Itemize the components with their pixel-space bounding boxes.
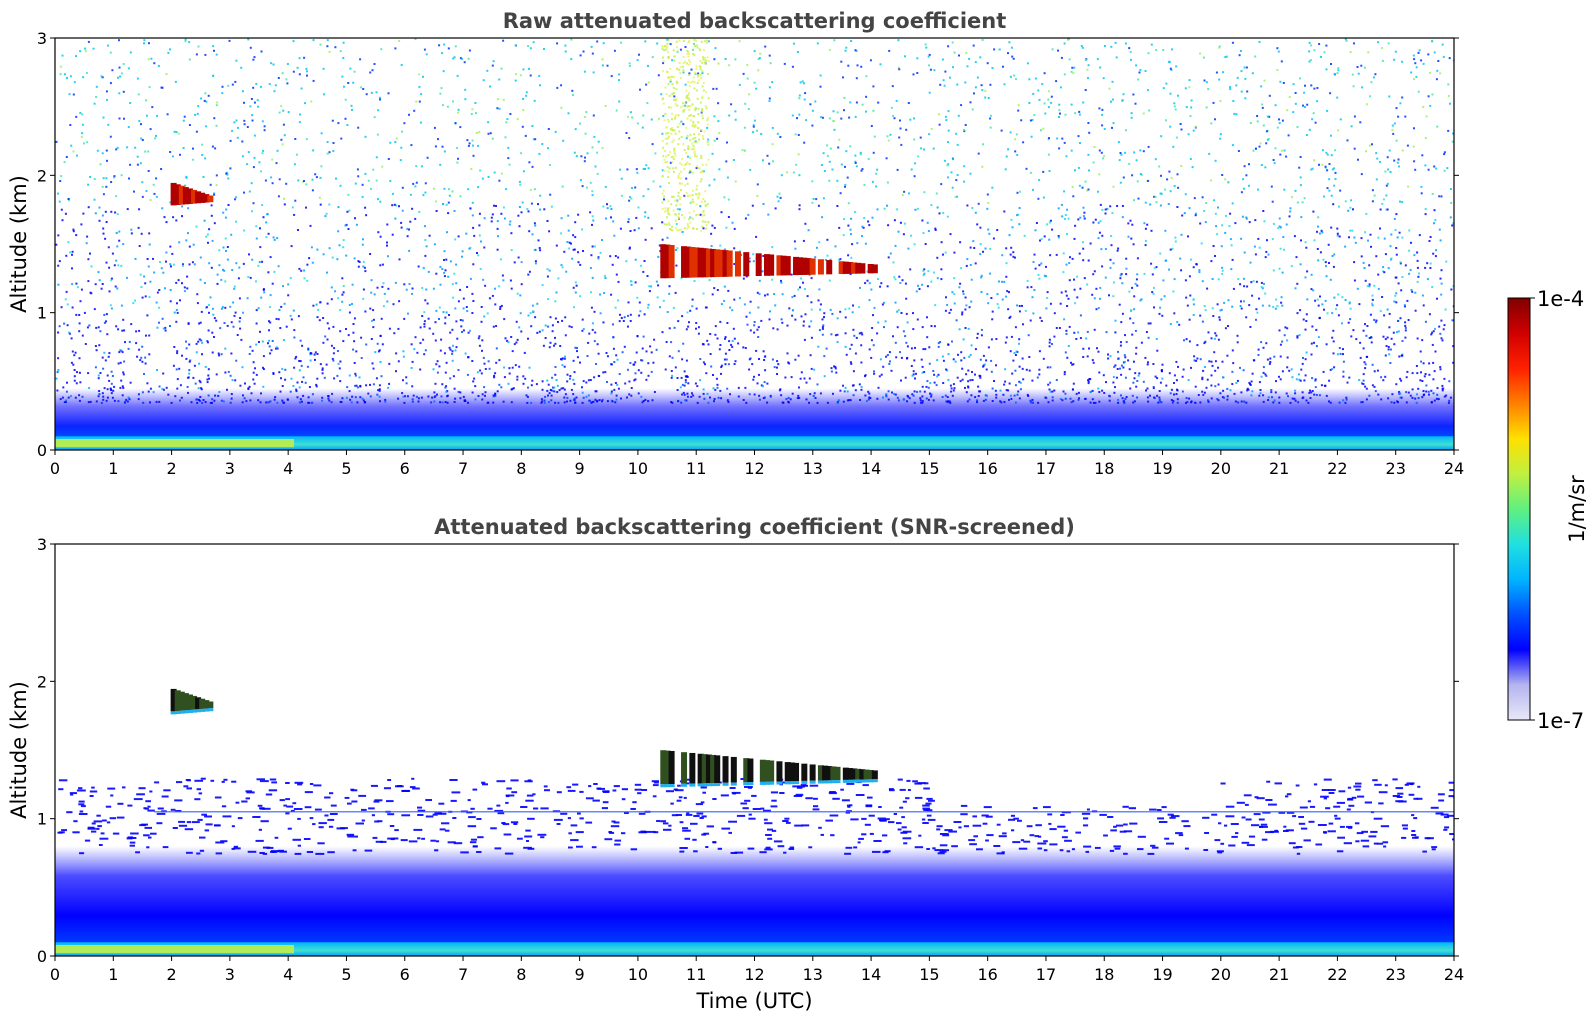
panel2-title: Attenuated backscattering coefficient (S… — [434, 515, 1075, 539]
y-tick-label: 0 — [37, 441, 47, 460]
x-tick-label: 14 — [861, 965, 881, 984]
y-tick-label: 0 — [37, 947, 47, 966]
surface-aerosol-strong — [55, 439, 294, 448]
x-tick-label: 12 — [744, 459, 764, 478]
x-tick-label: 17 — [1036, 459, 1056, 478]
colorbar-max-label: 1e-4 — [1537, 287, 1584, 311]
snr-screened-heatmap — [55, 688, 1454, 956]
x-tick-label: 22 — [1327, 459, 1347, 478]
x-tick-label: 9 — [575, 459, 585, 478]
x-tick-label: 19 — [1152, 459, 1172, 478]
y-tick-label: 3 — [37, 29, 47, 48]
x-tick-label: 2 — [166, 459, 176, 478]
x-tick-label: 0 — [50, 965, 60, 984]
y-tick-label: 1 — [37, 304, 47, 323]
x-tick-label: 23 — [1386, 965, 1406, 984]
panel1-title: Raw attenuated backscattering coefficien… — [503, 9, 1007, 33]
cloud-feature — [170, 182, 214, 206]
x-tick-label: 18 — [1094, 459, 1114, 478]
x-tick-label: 2 — [166, 965, 176, 984]
x-tick-label: 7 — [458, 965, 468, 984]
x-tick-label: 8 — [516, 965, 526, 984]
x-tick-label: 10 — [628, 965, 648, 984]
x-tick-label: 14 — [861, 459, 881, 478]
x-tick-label: 0 — [50, 459, 60, 478]
x-tick-label: 7 — [458, 459, 468, 478]
surface-layer — [55, 942, 1454, 956]
x-tick-label: 21 — [1269, 459, 1289, 478]
cloud-feature — [660, 750, 878, 788]
x-tick-label: 9 — [575, 965, 585, 984]
y-tick-label: 2 — [37, 672, 47, 691]
x-tick-label: 13 — [803, 965, 823, 984]
colorbar-unit-label: 1/m/sr — [1565, 475, 1589, 543]
x-tick-label: 3 — [225, 965, 235, 984]
x-tick-label: 24 — [1444, 965, 1464, 984]
y-tick-label: 1 — [37, 810, 47, 829]
x-tick-label: 19 — [1152, 965, 1172, 984]
x-tick-label: 4 — [283, 459, 293, 478]
colorbar-min-label: 1e-7 — [1537, 709, 1584, 733]
boundary-layer — [55, 846, 1454, 946]
x-tick-label: 8 — [516, 459, 526, 478]
x-tick-label: 16 — [977, 459, 997, 478]
cloud-feature — [170, 688, 214, 715]
surface-aerosol-strong — [55, 945, 294, 954]
colorbar: 1e-4 1e-7 1/m/sr — [1507, 287, 1589, 733]
x-tick-label: 24 — [1444, 459, 1464, 478]
x-tick-label: 15 — [919, 459, 939, 478]
colorbar-gradient — [1507, 297, 1531, 721]
x-tick-label: 23 — [1386, 459, 1406, 478]
x-tick-label: 17 — [1036, 965, 1056, 984]
x-tick-label: 12 — [744, 965, 764, 984]
panel1-y-axis: 0 1 2 3 — [37, 29, 1459, 460]
panel1-x-axis: 0 1 2 3 4 5 6 7 8 9 10 11 12 13 14 15 16 17 18 19 20 21 22 23 24 — [50, 450, 1464, 478]
y-tick-label: 3 — [37, 535, 47, 554]
x-tick-label: 1 — [108, 965, 118, 984]
panel1-y-label: Altitude (km) — [7, 175, 31, 313]
x-tick-label: 6 — [400, 459, 410, 478]
panel2-y-axis: 0 1 2 3 — [37, 535, 1459, 966]
x-tick-label: 4 — [283, 965, 293, 984]
x-tick-label: 11 — [686, 459, 706, 478]
boundary-layer — [55, 388, 1454, 440]
x-tick-label: 18 — [1094, 965, 1114, 984]
screened-aerosol-patches — [57, 777, 1454, 855]
panel2-x-label: Time (UTC) — [695, 989, 812, 1013]
x-tick-label: 13 — [803, 459, 823, 478]
x-tick-label: 1 — [108, 459, 118, 478]
raw-backscatter-heatmap — [55, 38, 1454, 450]
x-tick-label: 5 — [341, 459, 351, 478]
x-tick-label: 16 — [977, 965, 997, 984]
snr-screened-panel: Attenuated backscattering coefficient (S… — [7, 515, 1464, 1013]
x-tick-label: 20 — [1211, 965, 1231, 984]
x-tick-label: 6 — [400, 965, 410, 984]
raw-noise-speckle — [55, 38, 1454, 404]
panel2-y-label: Altitude (km) — [7, 681, 31, 819]
x-tick-label: 5 — [341, 965, 351, 984]
x-tick-label: 15 — [919, 965, 939, 984]
raw-backscatter-panel: Raw attenuated backscattering coefficien… — [7, 9, 1464, 478]
y-tick-label: 2 — [37, 166, 47, 185]
x-tick-label: 10 — [628, 459, 648, 478]
x-tick-label: 22 — [1327, 965, 1347, 984]
cloud-feature — [660, 244, 878, 279]
x-tick-label: 20 — [1211, 459, 1231, 478]
x-tick-label: 11 — [686, 965, 706, 984]
x-tick-label: 21 — [1269, 965, 1289, 984]
panel2-x-axis: 0 1 2 3 4 5 6 7 8 9 10 11 12 13 14 15 16 17 18 19 20 21 22 23 24 — [50, 956, 1464, 984]
surface-layer — [55, 436, 1454, 450]
x-tick-label: 3 — [225, 459, 235, 478]
